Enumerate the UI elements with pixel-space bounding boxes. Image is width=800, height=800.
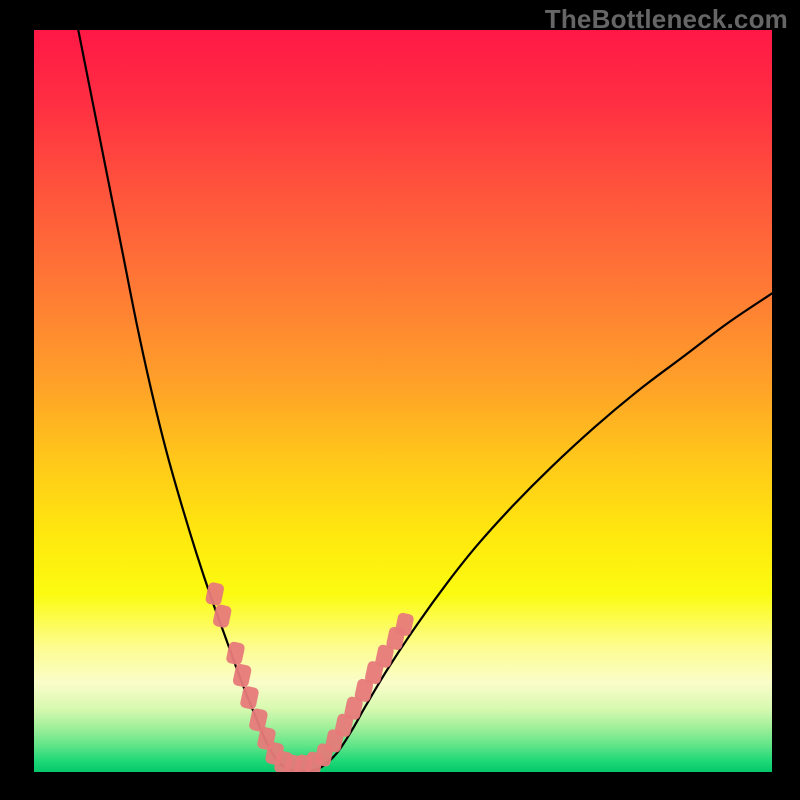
- chart-stage: TheBottleneck.com: [0, 0, 800, 800]
- plot-area: [34, 30, 772, 778]
- chart-svg: [0, 0, 800, 800]
- watermark-label: TheBottleneck.com: [545, 4, 788, 35]
- plot-background-gradient: [34, 30, 772, 772]
